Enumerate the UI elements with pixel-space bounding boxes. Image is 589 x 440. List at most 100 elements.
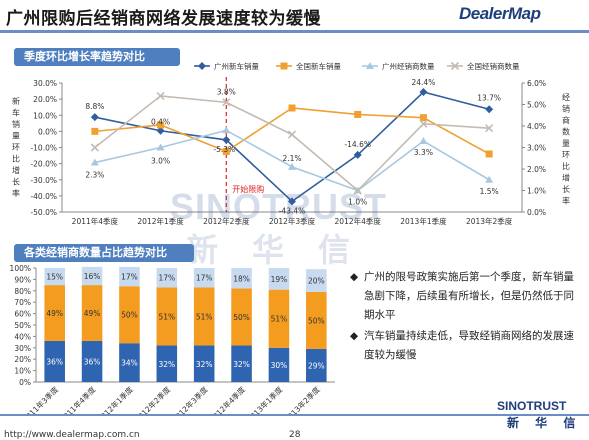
right-axis-label-char: 销 bbox=[562, 104, 570, 114]
y-tick-label: 60% bbox=[14, 310, 31, 319]
bar-data-label: 36% bbox=[84, 357, 101, 366]
x-tick-label: 2012年1季度 bbox=[95, 384, 135, 414]
bar-segment bbox=[44, 285, 65, 341]
right-axis-label-char: 环 bbox=[562, 151, 570, 160]
right-axis-label-char: 增 bbox=[562, 173, 570, 183]
bar-segment bbox=[156, 287, 178, 346]
bar-data-label: 17% bbox=[196, 274, 213, 283]
note-text: 汽车销量持续走低，导致经销商网络的发展速度较为缓慢 bbox=[364, 330, 574, 361]
left-axis-label-char: 长 bbox=[12, 177, 20, 187]
bar-data-label: 50% bbox=[121, 311, 138, 320]
bar-segment bbox=[119, 343, 140, 382]
footer-url-link[interactable]: http://www.dealermap.com.cn bbox=[4, 430, 140, 440]
x-tick-label: 2012年2季度 bbox=[132, 384, 172, 414]
data-label: 1.5% bbox=[480, 187, 499, 196]
section-label-dealer-share: 各类经销商数量占比趋势对比 bbox=[14, 244, 194, 262]
series-line bbox=[94, 107, 490, 155]
bar-data-label: 32% bbox=[196, 360, 213, 369]
legend-label: 全国经销商数量 bbox=[467, 61, 520, 71]
bar-segment bbox=[306, 291, 327, 349]
left-axis-label-char: 率 bbox=[12, 188, 20, 198]
data-point bbox=[156, 91, 165, 100]
right-axis-label-char: 经 bbox=[562, 92, 570, 102]
data-point bbox=[485, 105, 494, 114]
note-item: ◆ 汽车销量持续走低，导致经销商网络的发展速度较为缓慢 bbox=[350, 327, 578, 365]
data-point bbox=[156, 126, 165, 135]
data-point bbox=[287, 130, 297, 139]
data-point bbox=[485, 150, 493, 158]
bar-segment bbox=[193, 345, 215, 382]
data-point bbox=[366, 62, 374, 69]
data-point bbox=[90, 158, 99, 166]
data-point bbox=[280, 62, 288, 70]
data-point bbox=[485, 175, 494, 183]
growth-line-chart: 30.0% 20.0% 10.0% 0.0% -10.0% -20.0% -30.0% -40… bbox=[12, 61, 570, 226]
notes-list: ◆ 广州的限号政策实施后第一个季度，新车销量急剧下降，后续虽有所增长，但是仍然低… bbox=[350, 268, 578, 367]
bar-segment bbox=[268, 289, 290, 348]
data-label: -43.4% bbox=[279, 206, 306, 215]
x-tick-label: 2012年4季度 bbox=[207, 384, 247, 414]
bar-segment bbox=[81, 266, 103, 286]
left-axis-label-char: 比 bbox=[12, 154, 20, 164]
data-label: 1.0% bbox=[348, 198, 367, 207]
x-marker-stroke bbox=[353, 186, 362, 195]
right-axis-label-char: 量 bbox=[562, 139, 570, 148]
data-point bbox=[288, 162, 296, 170]
bar-segment bbox=[119, 266, 140, 287]
data-point bbox=[198, 62, 206, 70]
x-tick-label: 2013年2季度 bbox=[282, 384, 322, 414]
left-tick-label: 30.0% bbox=[33, 79, 57, 88]
y-tick-label: 30% bbox=[14, 344, 31, 353]
data-point bbox=[354, 110, 362, 118]
data-label: 3.3% bbox=[414, 148, 433, 157]
bar-segment bbox=[306, 269, 327, 292]
bar-data-label: 17% bbox=[158, 274, 175, 283]
x-tick-label: 2011年4季度 bbox=[58, 384, 98, 414]
policy-start-annotation: 开始限购 bbox=[232, 184, 264, 194]
bar-data-label: 50% bbox=[308, 316, 325, 325]
data-point bbox=[485, 124, 494, 133]
data-label: -14.6% bbox=[344, 140, 371, 149]
watermark-latin: SINOTRUST bbox=[170, 186, 388, 227]
y-tick-label: 100% bbox=[10, 264, 31, 273]
data-label: 2.3% bbox=[85, 171, 104, 180]
data-point bbox=[450, 61, 460, 71]
x-tick-label: 2011年4季度 bbox=[72, 216, 119, 226]
note-item: ◆ 广州的限号政策实施后第一个季度，新车销量急剧下降，后续虽有所增长，但是仍然低… bbox=[350, 268, 578, 325]
y-tick-label: 20% bbox=[14, 355, 31, 364]
y-tick-label: 10% bbox=[14, 367, 31, 376]
bar-data-label: 32% bbox=[158, 360, 175, 369]
data-point bbox=[353, 150, 362, 159]
data-point bbox=[353, 186, 362, 195]
diamond-bullet-icon: ◆ bbox=[350, 271, 359, 283]
watermark-chinese: 新华信 bbox=[186, 231, 385, 269]
data-point bbox=[288, 104, 296, 112]
right-axis-label-char: 商 bbox=[562, 115, 570, 125]
bar-data-label: 19% bbox=[271, 275, 288, 284]
x-marker-stroke bbox=[222, 98, 231, 107]
footer-brand: SINOTRUST bbox=[497, 399, 567, 413]
bar-segment bbox=[193, 268, 215, 288]
right-tick-label: 3.0% bbox=[527, 144, 546, 153]
data-point bbox=[157, 121, 165, 129]
x-marker-stroke bbox=[485, 124, 494, 133]
left-tick-label: 20.0% bbox=[33, 95, 57, 104]
note-text: 广州的限号政策实施后第一个季度，新车销量急剧下降，后续虽有所增长，但是仍然低于同… bbox=[364, 271, 574, 321]
bar-segment bbox=[193, 287, 215, 346]
left-axis-label-char: 环 bbox=[12, 143, 20, 152]
left-tick-label: -50.0% bbox=[30, 208, 57, 217]
bar-data-label: 29% bbox=[308, 361, 325, 370]
x-tick-label: 2012年3季度 bbox=[170, 384, 210, 414]
bar-data-label: 30% bbox=[271, 361, 288, 370]
right-tick-label: 4.0% bbox=[527, 122, 546, 131]
bar-data-label: 51% bbox=[271, 315, 288, 324]
right-tick-label: 6.0% bbox=[527, 79, 546, 88]
x-tick-label: 2013年1季度 bbox=[400, 216, 447, 226]
x-tick-label: 2011年3季度 bbox=[20, 384, 60, 414]
bar-segment bbox=[119, 286, 140, 344]
bar-data-label: 36% bbox=[46, 357, 63, 366]
right-axis-label-char: 率 bbox=[562, 196, 570, 206]
diamond-bullet-icon: ◆ bbox=[350, 330, 359, 342]
bar-data-label: 34% bbox=[121, 359, 138, 368]
legend-label: 广州经销商数量 bbox=[382, 61, 435, 71]
